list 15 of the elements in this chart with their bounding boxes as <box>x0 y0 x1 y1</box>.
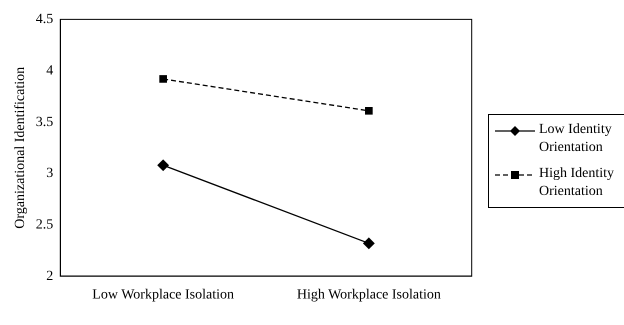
point <box>159 75 167 83</box>
point <box>363 238 374 249</box>
x-tick-label: High Workplace Isolation <box>296 287 441 302</box>
point <box>158 160 169 171</box>
y-tick-label: 2 <box>46 268 54 284</box>
x-tick-label: Low Workplace Isolation <box>92 287 234 302</box>
legend-label: Low Identity Orientation <box>539 120 613 156</box>
legend-label: High Identity Orientation <box>539 164 616 200</box>
y-tick-label: 2.5 <box>36 218 54 233</box>
y-tick-label: 3.5 <box>36 114 54 130</box>
y-tick-label: 4.5 <box>36 12 54 28</box>
y-tick-label: 3 <box>46 166 54 182</box>
y-axis-title: Organizational Identification <box>13 66 28 229</box>
y-tick-label: 4 <box>46 63 54 78</box>
point <box>365 106 373 115</box>
